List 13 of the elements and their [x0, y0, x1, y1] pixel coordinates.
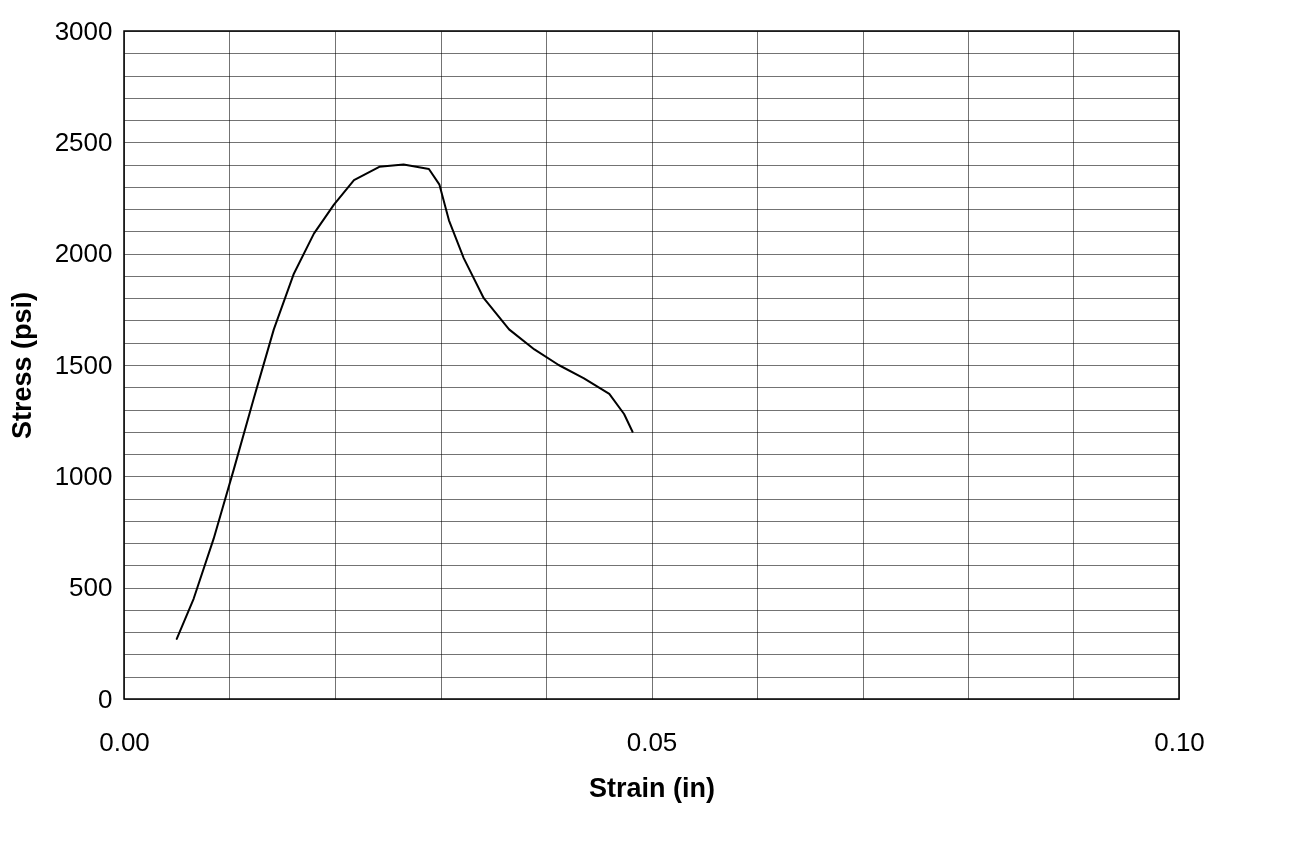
line-series: [175, 163, 634, 640]
x-tick-label: 0.00: [99, 726, 150, 757]
y-tick-label: 3000: [54, 15, 113, 46]
x-tick-label: 0.10: [1154, 726, 1205, 757]
y-tick-label: 1500: [54, 349, 113, 380]
y-tick-label: 1000: [54, 460, 113, 491]
y-axis-title: Stress (psi): [6, 291, 37, 440]
y-tick-label: 0: [98, 683, 113, 714]
y-tick-label: 2500: [54, 126, 113, 157]
y-tick-label: 2000: [54, 238, 113, 269]
x-axis-title: Strain (in): [589, 772, 715, 803]
y-tick-label: 500: [69, 572, 113, 603]
x-tick-label: 0.05: [626, 726, 678, 757]
